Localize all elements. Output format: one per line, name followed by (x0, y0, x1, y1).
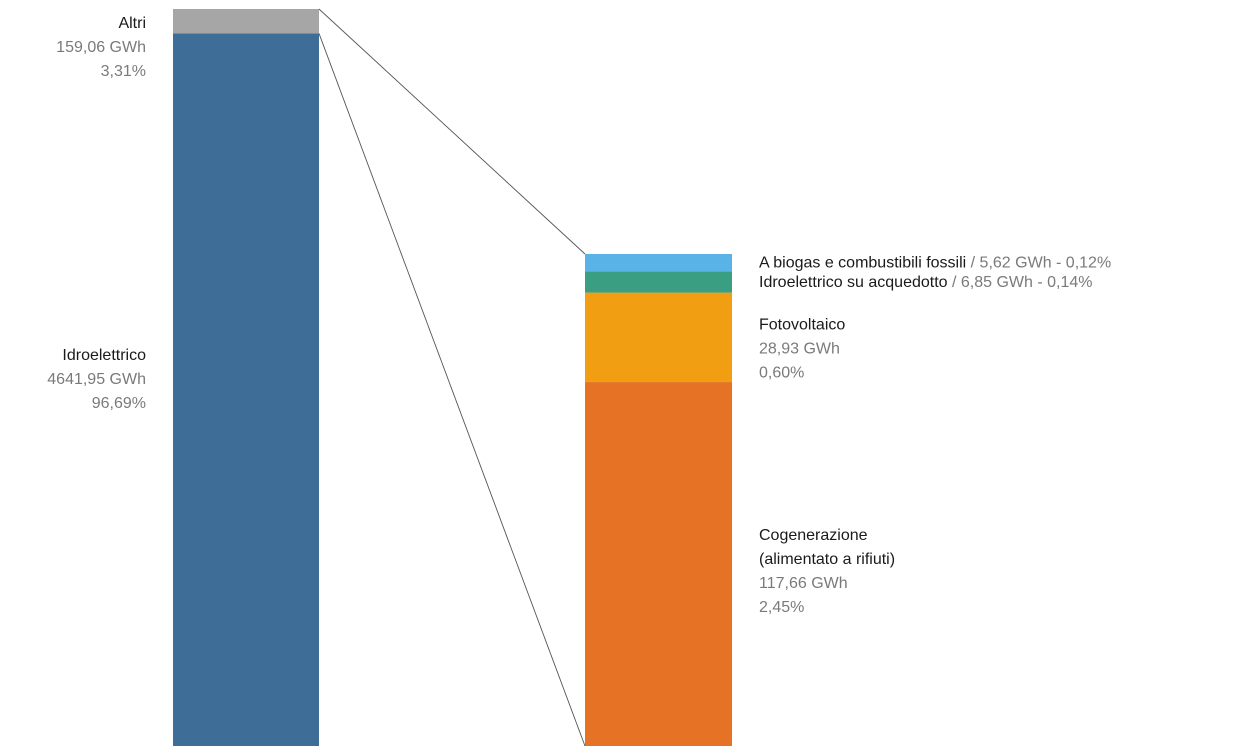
bar-segment-idroelettrico (173, 33, 319, 746)
label-name-idroelettrico: Idroelettrico (62, 347, 146, 364)
label-name-fotovoltaico: Fotovoltaico (759, 317, 845, 334)
label-pct-altri: 3,31% (101, 63, 146, 80)
label-pct-idroelettrico: 96,69% (92, 395, 146, 412)
label-idroelettrico-su-acquedotto: Idroelettrico su acquedotto / 6,85 GWh -… (759, 274, 1093, 291)
label-name2-cogenerazione: (alimentato a rifiuti) (759, 551, 895, 568)
detail-segment-cogenerazione (585, 382, 732, 746)
detail-segment-a-biogas-e-combustibili-fossili (585, 254, 732, 272)
label-pct-fotovoltaico: 0,60% (759, 365, 804, 382)
label-value-altri: 159,06 GWh (56, 39, 146, 56)
label-value-cogenerazione: 117,66 GWh (759, 575, 848, 592)
connector-line-bottom (318, 33, 586, 746)
detail-segment-fotovoltaico (585, 292, 732, 383)
label-name-a-biogas-e-combustibili-fossili: A biogas e combustibili fossili (759, 255, 966, 272)
label-name-idroelettrico-su-acquedotto: Idroelettrico su acquedotto (759, 274, 948, 291)
bar-segment-altri (173, 9, 319, 34)
label-detail-a-biogas-e-combustibili-fossili: / 5,62 GWh - 0,12% (966, 255, 1111, 272)
label-value-idroelettrico: 4641,95 GWh (47, 371, 146, 388)
label-pct-cogenerazione: 2,45% (759, 599, 804, 616)
detail-segment-idroelettrico-su-acquedotto (585, 271, 732, 293)
connector-line-top (318, 8, 586, 255)
label-value-fotovoltaico: 28,93 GWh (759, 341, 840, 358)
label-a-biogas-e-combustibili-fossili: A biogas e combustibili fossili / 5,62 G… (759, 255, 1111, 272)
label-name-cogenerazione: Cogenerazione (759, 527, 868, 544)
label-name-altri: Altri (118, 15, 146, 32)
label-detail-idroelettrico-su-acquedotto: / 6,85 GWh - 0,14% (948, 274, 1093, 291)
